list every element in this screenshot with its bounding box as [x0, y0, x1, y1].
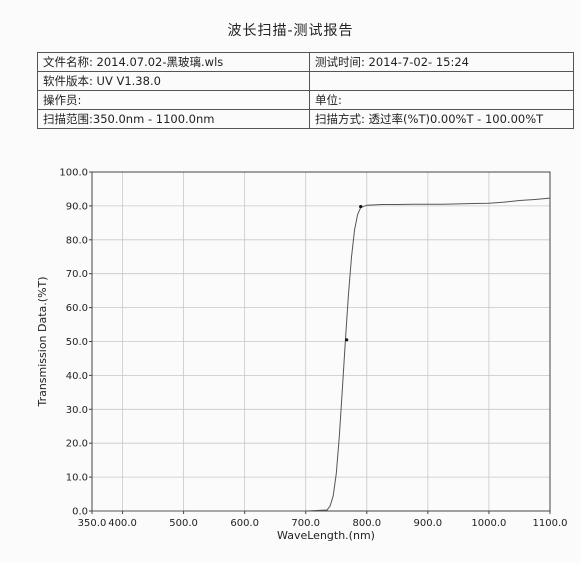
scan-range-cell: 扫描范围:350.0nm - 1100.0nm	[37, 109, 310, 129]
x-tick-label: 600.0	[230, 518, 259, 529]
x-tick-label: 400.0	[108, 518, 137, 529]
x-tick-label: 1000.0	[471, 518, 506, 529]
y-tick-label: 90.0	[66, 201, 88, 212]
x-tick-label: 500.0	[169, 518, 198, 529]
operator-cell: 操作员:	[37, 90, 310, 110]
series-layer	[92, 197, 551, 512]
x-tick-label: 700.0	[291, 518, 320, 529]
chart-grid	[92, 172, 550, 511]
x-tick-label: 900.0	[414, 518, 443, 529]
y-tick-label: 40.0	[66, 371, 88, 382]
y-tick-label: 0.0	[72, 507, 88, 518]
x-tick-label: 800.0	[352, 518, 381, 529]
data-point-marker	[345, 338, 349, 342]
info-row: 扫描范围:350.0nm - 1100.0nm 扫描方式: 透过率(%T)0.0…	[37, 109, 574, 129]
info-row: 操作员: 单位:	[37, 90, 574, 110]
y-tick-label: 60.0	[66, 303, 88, 314]
y-tick-label: 30.0	[66, 405, 88, 416]
info-row: 文件名称: 2014.07.02-黑玻璃.wls 测试时间: 2014-7-02…	[37, 52, 574, 72]
y-tick-label: 50.0	[66, 337, 88, 348]
x-tick-label: 1100.0	[533, 518, 568, 529]
y-axis-label: Transmission Data.(%T)	[36, 276, 49, 407]
tick-labels: 350.0 400.0 500.0 600.0 700.0 800.0 900.0 1000.…	[59, 168, 567, 530]
x-axis-label: WaveLength.(nm)	[277, 529, 375, 542]
report-title: 波长扫描-测试报告	[227, 23, 354, 39]
y-tick-label: 10.0	[66, 473, 88, 484]
y-tick-label: 80.0	[66, 235, 88, 246]
y-tick-label: 70.0	[66, 269, 88, 280]
x-tick-label: 350.0	[78, 518, 107, 529]
transmission-series-line	[92, 197, 551, 512]
scan-mode-cell: 扫描方式: 透过率(%T)0.00%T - 100.00%T	[309, 109, 574, 129]
y-tick-label: 100.0	[59, 168, 88, 179]
test-time-cell: 测试时间: 2014-7-02- 15:24	[309, 52, 574, 72]
y-tick-label: 20.0	[66, 439, 88, 450]
info-table: 文件名称: 2014.07.02-黑玻璃.wls 测试时间: 2014-7-02…	[37, 52, 574, 129]
data-point-marker	[359, 204, 363, 209]
